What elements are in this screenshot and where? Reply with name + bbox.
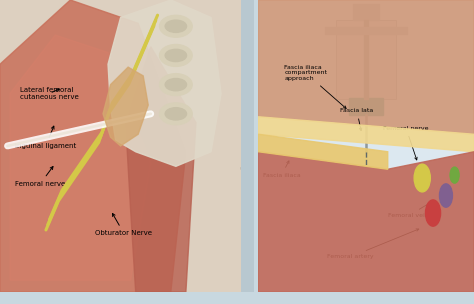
Ellipse shape bbox=[160, 103, 192, 125]
Text: Femoral nerve: Femoral nerve bbox=[383, 126, 429, 160]
Polygon shape bbox=[0, 0, 186, 292]
Ellipse shape bbox=[439, 184, 452, 207]
Ellipse shape bbox=[160, 44, 192, 66]
Text: Inguinal ligament: Inguinal ligament bbox=[15, 126, 76, 149]
Text: Obturator Nerve: Obturator Nerve bbox=[95, 213, 153, 237]
Ellipse shape bbox=[414, 164, 430, 192]
Bar bbox=[353, 4, 379, 20]
Text: Fascia lata: Fascia lata bbox=[340, 109, 374, 131]
Ellipse shape bbox=[160, 15, 192, 37]
Polygon shape bbox=[258, 0, 474, 134]
Bar bbox=[349, 98, 383, 115]
Text: Femoral nerve: Femoral nerve bbox=[15, 167, 65, 187]
Ellipse shape bbox=[160, 74, 192, 95]
Bar bbox=[336, 20, 396, 99]
Polygon shape bbox=[258, 152, 474, 292]
Polygon shape bbox=[108, 0, 221, 166]
Bar bbox=[365, 20, 368, 99]
Ellipse shape bbox=[165, 49, 187, 62]
Text: Femoral artery: Femoral artery bbox=[328, 229, 419, 259]
Polygon shape bbox=[258, 134, 388, 169]
Ellipse shape bbox=[165, 108, 187, 120]
Text: Lateral femoral
cutaneous nerve: Lateral femoral cutaneous nerve bbox=[20, 87, 79, 100]
Polygon shape bbox=[258, 117, 474, 152]
Ellipse shape bbox=[165, 20, 187, 33]
Polygon shape bbox=[126, 47, 196, 292]
Polygon shape bbox=[10, 35, 151, 280]
Text: Femoral vein: Femoral vein bbox=[388, 200, 434, 219]
Text: Fascia iliaca: Fascia iliaca bbox=[263, 161, 301, 178]
Ellipse shape bbox=[165, 78, 187, 91]
Text: © 2000 Todd Buck: © 2000 Todd Buck bbox=[242, 122, 247, 170]
Ellipse shape bbox=[426, 200, 440, 226]
Bar bbox=[325, 27, 407, 33]
Text: Fascia iliaca
compartment
approach: Fascia iliaca compartment approach bbox=[284, 65, 346, 109]
Ellipse shape bbox=[450, 167, 459, 183]
Polygon shape bbox=[103, 67, 148, 146]
